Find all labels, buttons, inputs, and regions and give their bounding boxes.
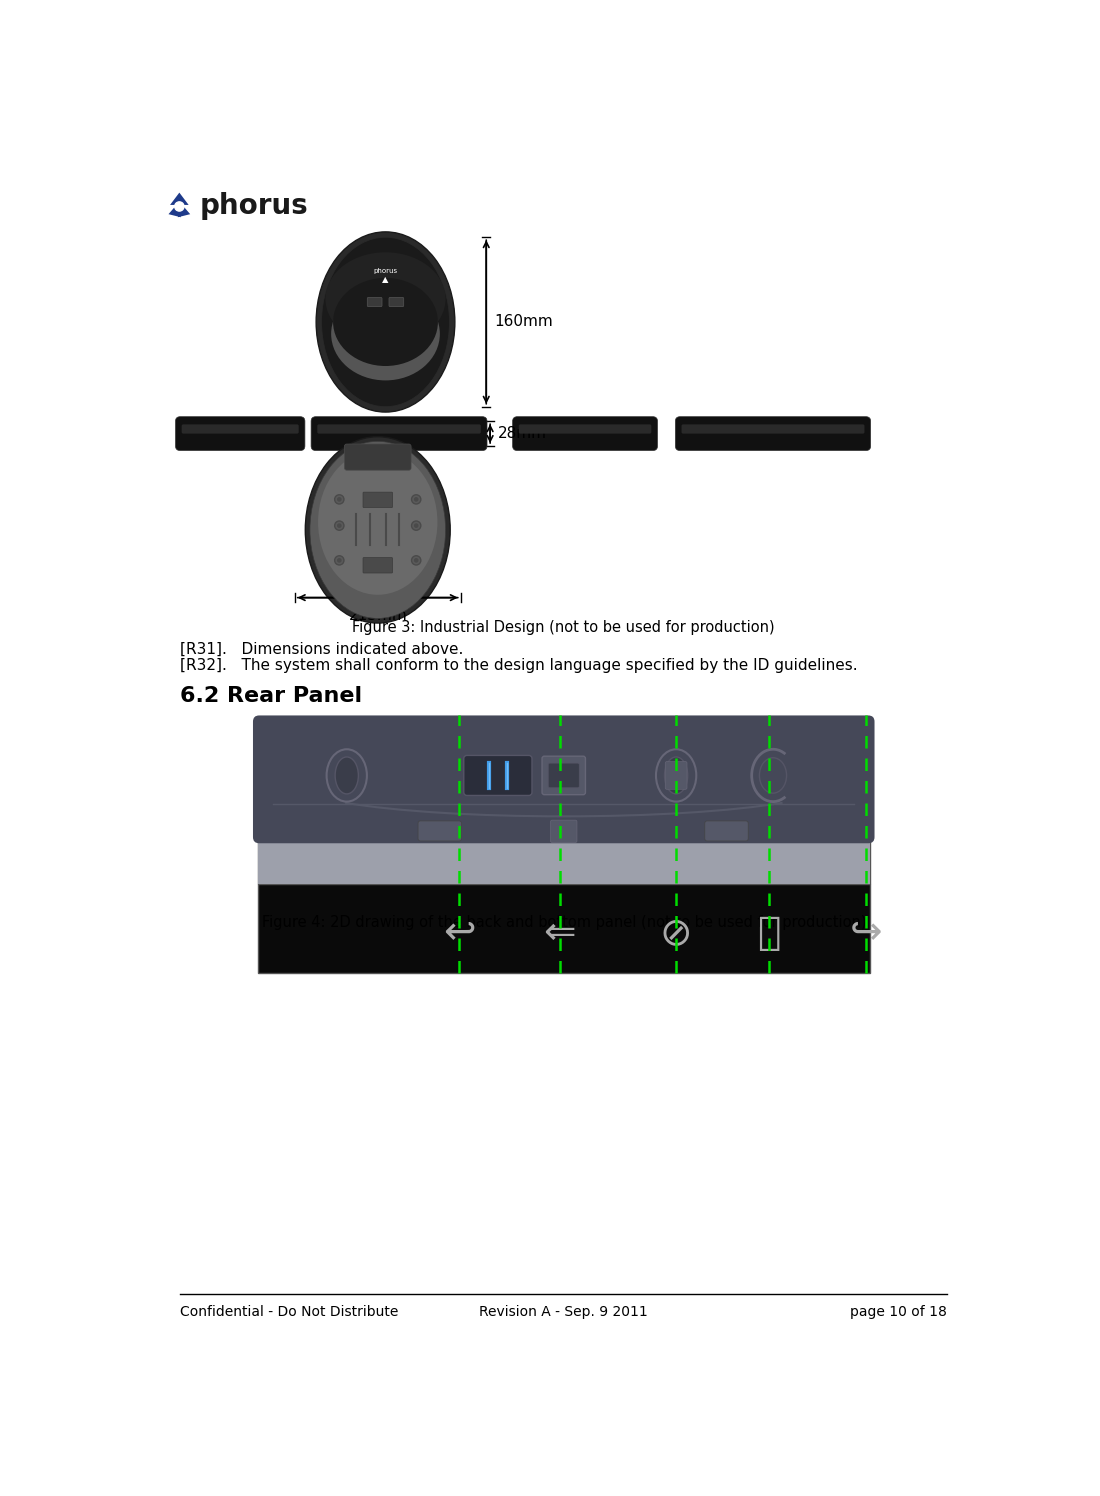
FancyBboxPatch shape (548, 763, 580, 788)
Ellipse shape (321, 238, 450, 407)
Circle shape (175, 202, 184, 211)
Circle shape (337, 497, 342, 501)
Ellipse shape (326, 253, 446, 346)
Text: Revision A - Sep. 9 2011: Revision A - Sep. 9 2011 (480, 1305, 648, 1319)
FancyBboxPatch shape (344, 444, 411, 470)
Text: page 10 of 18: page 10 of 18 (850, 1305, 947, 1319)
Circle shape (411, 521, 421, 530)
Text: ↪: ↪ (849, 914, 882, 951)
FancyBboxPatch shape (367, 298, 382, 307)
FancyBboxPatch shape (666, 761, 688, 790)
FancyBboxPatch shape (257, 884, 870, 972)
FancyBboxPatch shape (363, 492, 393, 507)
FancyBboxPatch shape (513, 417, 658, 450)
FancyBboxPatch shape (257, 718, 870, 838)
Text: [R31].   Dimensions indicated above.: [R31]. Dimensions indicated above. (180, 642, 463, 657)
FancyBboxPatch shape (675, 417, 871, 450)
Ellipse shape (664, 757, 688, 794)
Text: 28mm: 28mm (498, 426, 547, 441)
FancyBboxPatch shape (257, 836, 870, 884)
Text: ⇐: ⇐ (543, 914, 576, 951)
Text: ⊘: ⊘ (660, 914, 692, 951)
Ellipse shape (333, 278, 438, 367)
Ellipse shape (318, 450, 438, 595)
Ellipse shape (310, 441, 446, 618)
Circle shape (334, 555, 344, 565)
FancyBboxPatch shape (551, 820, 576, 842)
Circle shape (411, 555, 421, 565)
Circle shape (414, 497, 418, 501)
Ellipse shape (336, 757, 359, 794)
FancyBboxPatch shape (542, 755, 585, 794)
Circle shape (411, 495, 421, 504)
FancyBboxPatch shape (519, 425, 651, 434)
Text: phorus: phorus (199, 191, 308, 220)
Polygon shape (170, 193, 189, 205)
Text: ⏻: ⏻ (758, 914, 781, 951)
Text: ↩: ↩ (443, 914, 475, 951)
FancyBboxPatch shape (182, 425, 299, 434)
Text: phorus: phorus (373, 268, 397, 274)
FancyBboxPatch shape (682, 425, 865, 434)
Text: 160mm: 160mm (494, 314, 552, 329)
Polygon shape (168, 203, 180, 217)
FancyBboxPatch shape (176, 417, 305, 450)
Text: ▲: ▲ (383, 275, 388, 284)
Ellipse shape (331, 287, 440, 380)
Circle shape (334, 521, 344, 530)
Text: 213mm: 213mm (349, 609, 407, 624)
FancyBboxPatch shape (363, 558, 393, 573)
Circle shape (414, 558, 418, 562)
FancyBboxPatch shape (418, 821, 462, 841)
FancyBboxPatch shape (389, 298, 404, 307)
Circle shape (337, 558, 342, 562)
Ellipse shape (316, 232, 455, 411)
Circle shape (414, 524, 418, 528)
Ellipse shape (306, 437, 450, 622)
FancyBboxPatch shape (705, 821, 748, 841)
FancyBboxPatch shape (311, 417, 487, 450)
Polygon shape (178, 203, 190, 217)
Circle shape (334, 495, 344, 504)
FancyBboxPatch shape (464, 755, 532, 796)
Circle shape (337, 524, 342, 528)
FancyBboxPatch shape (257, 718, 870, 884)
Text: 6.2 Rear Panel: 6.2 Rear Panel (180, 687, 362, 706)
Text: Figure 3: Industrial Design (not to be used for production): Figure 3: Industrial Design (not to be u… (352, 619, 776, 634)
Text: Confidential - Do Not Distribute: Confidential - Do Not Distribute (180, 1305, 398, 1319)
FancyBboxPatch shape (253, 715, 875, 844)
Text: [R32].   The system shall conform to the design language specified by the ID gui: [R32]. The system shall conform to the d… (180, 658, 858, 673)
Text: Figure 4: 2D drawing of the back and bottom panel (not to be used for production: Figure 4: 2D drawing of the back and bot… (262, 916, 866, 931)
FancyBboxPatch shape (317, 425, 481, 434)
